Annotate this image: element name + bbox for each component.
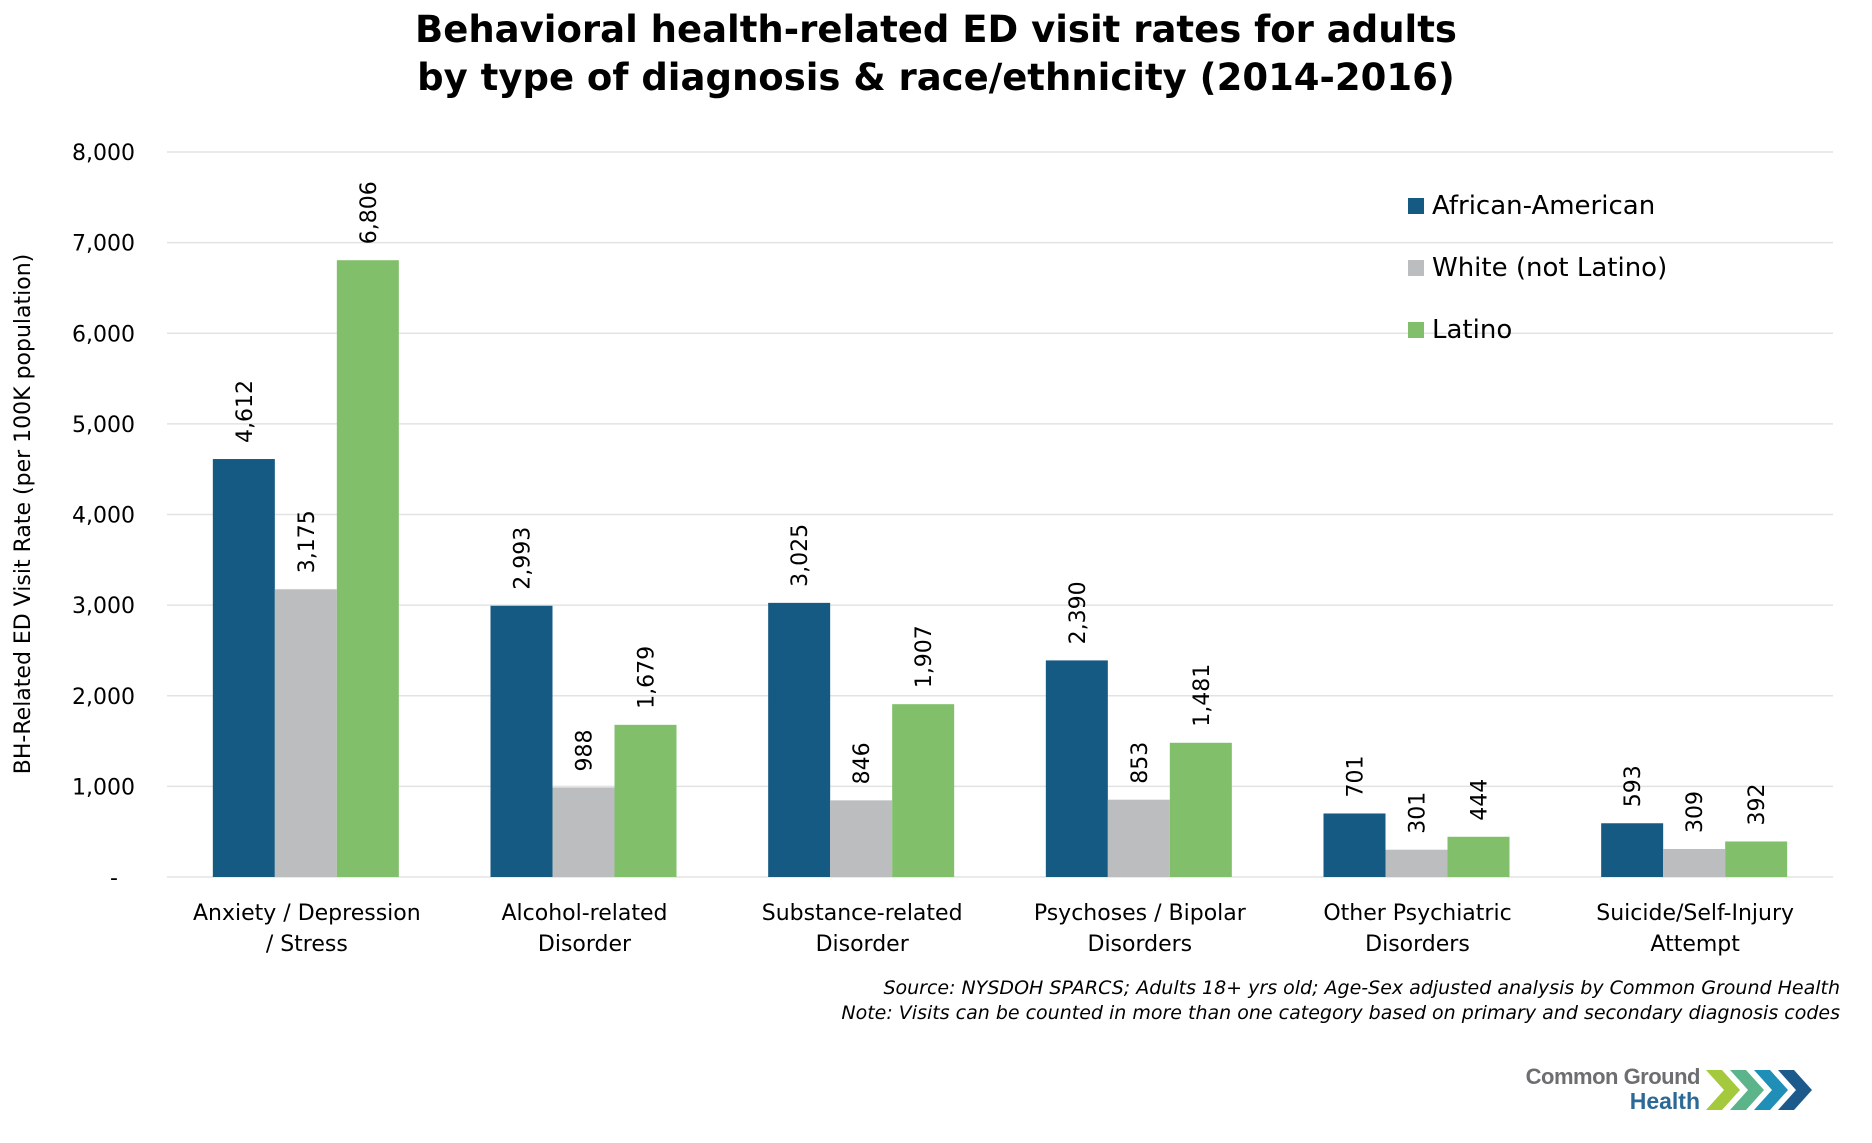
bar-african-american <box>1601 823 1664 877</box>
bar-african-american <box>1045 660 1108 877</box>
bar-latino <box>1725 841 1788 877</box>
y-tick-label: - <box>110 866 118 891</box>
legend-label: African-American <box>1432 191 1655 221</box>
y-tick-label: 2,000 <box>72 685 135 710</box>
bar-white-not-latino <box>274 589 337 877</box>
legend-swatch <box>1408 322 1424 338</box>
chevron-arrows-icon <box>1706 1070 1812 1110</box>
data-label: 3,175 <box>295 510 320 573</box>
x-category-label: Psychoses / Bipolar Disorders <box>1034 901 1247 957</box>
common-ground-health-logo: Common Ground Health <box>1508 1064 1828 1120</box>
bar-african-american <box>490 605 553 877</box>
y-tick-label: 1,000 <box>72 775 135 800</box>
data-label: 1,907 <box>912 625 937 688</box>
legend-swatch <box>1408 198 1424 214</box>
y-tick-label: 8,000 <box>72 141 135 166</box>
data-label: 309 <box>1683 791 1708 833</box>
data-label: 4,612 <box>233 380 258 443</box>
legend-label: Latino <box>1432 315 1512 345</box>
x-category-label: Suicide/Self-Injury Attempt <box>1596 901 1794 957</box>
y-tick-label: 3,000 <box>72 594 135 619</box>
chart-title-line-2: by type of diagnosis & race/ethnicity (2… <box>417 56 1455 99</box>
legend: African-American White (not Latino) Latino <box>1408 191 1667 345</box>
data-label: 2,993 <box>511 527 536 590</box>
logo-text-health: Health <box>1629 1088 1700 1114</box>
bar-latino <box>614 724 677 877</box>
bar-white-not-latino <box>830 800 893 877</box>
data-label: 1,481 <box>1190 664 1215 727</box>
bar-latino <box>1169 742 1232 877</box>
chart-footer: Source: NYSDOH SPARCS; Adults 18+ yrs ol… <box>841 976 1840 1026</box>
chevron-icon <box>1754 1070 1788 1110</box>
x-category-label: Substance-related Disorder <box>762 901 963 957</box>
y-tick-label: 5,000 <box>72 413 135 438</box>
gridlines <box>167 151 1833 878</box>
source-note: Source: NYSDOH SPARCS; Adults 18+ yrs ol… <box>883 977 1840 999</box>
data-label: 988 <box>573 729 598 771</box>
bar-white-not-latino <box>1663 848 1726 877</box>
bar-white-not-latino <box>1385 849 1448 877</box>
chart-title-line-1: Behavioral health-related ED visit rates… <box>415 8 1457 51</box>
bar-african-american <box>768 602 831 877</box>
bar-latino <box>336 260 399 877</box>
bar-latino <box>1447 836 1510 877</box>
data-label: 853 <box>1128 742 1153 784</box>
chevron-icon <box>1778 1070 1812 1110</box>
data-label: 846 <box>850 742 875 784</box>
data-label: 593 <box>1621 765 1646 807</box>
data-label: 444 <box>1468 779 1493 821</box>
legend-label: White (not Latino) <box>1432 253 1667 283</box>
data-label: 392 <box>1745 783 1770 825</box>
chevron-icon <box>1706 1070 1740 1110</box>
bar-white-not-latino <box>1107 799 1170 877</box>
visits-note: Note: Visits can be counted in more than… <box>841 1002 1840 1024</box>
y-axis-ticks: - 1,000 2,000 3,000 4,000 5,000 6,000 7,000 8,00… <box>72 141 135 891</box>
bar-latino <box>892 704 955 877</box>
data-label: 301 <box>1406 792 1431 834</box>
data-label: 1,679 <box>635 646 660 709</box>
x-axis-categories: Anxiety / Depression / Stress Alcohol-rela… <box>193 901 1794 957</box>
x-category-label: Alcohol-related Disorder <box>502 901 668 957</box>
bar-african-american <box>1323 813 1386 877</box>
data-labels: 4,612 2,993 3,025 2,390 701 593 3,175 988 846 853… <box>233 181 1770 834</box>
y-tick-label: 6,000 <box>72 322 135 347</box>
bars <box>212 260 1788 877</box>
y-axis-label: BH-Related ED Visit Rate (per 100K popul… <box>11 254 36 774</box>
y-tick-label: 7,000 <box>72 232 135 257</box>
bar-african-american <box>212 459 275 877</box>
chart-title: Behavioral health-related ED visit rates… <box>0 6 1872 102</box>
legend-swatch <box>1408 260 1424 276</box>
bar-white-not-latino <box>552 787 615 877</box>
x-category-label: Other Psychiatric Disorders <box>1323 901 1511 957</box>
data-label: 3,025 <box>788 524 813 587</box>
y-tick-label: 4,000 <box>72 504 135 529</box>
logo-text-common-ground: Common Ground <box>1525 1064 1701 1089</box>
data-label: 701 <box>1344 755 1369 797</box>
chevron-icon <box>1730 1070 1764 1110</box>
data-label: 2,390 <box>1066 581 1091 644</box>
x-category-label: Anxiety / Depression / Stress <box>193 901 421 957</box>
data-label: 6,806 <box>357 181 382 244</box>
